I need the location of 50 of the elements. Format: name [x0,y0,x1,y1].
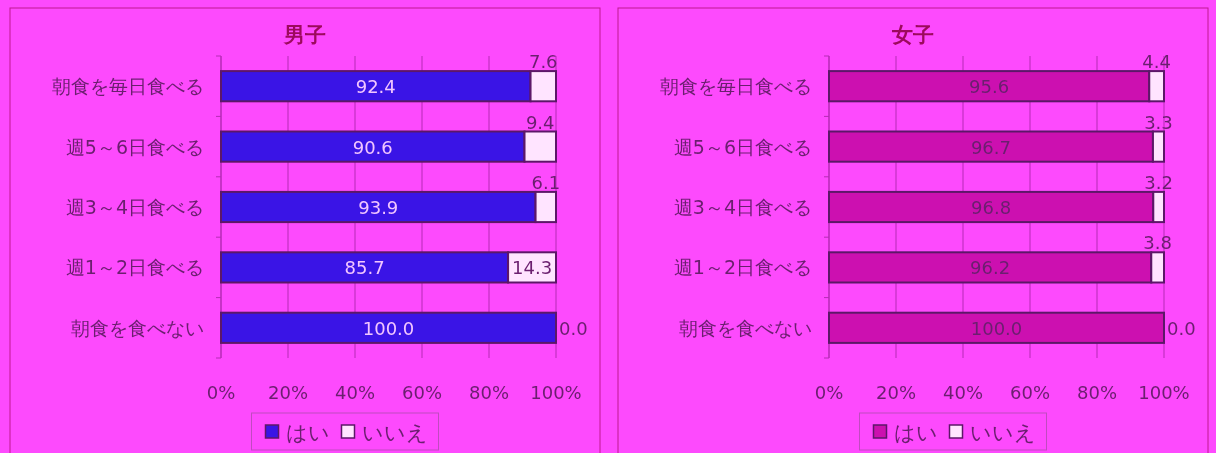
data-label: 100.0 [970,317,1023,339]
data-label: 3.3 [1144,111,1173,133]
data-label: 0.0 [559,317,588,339]
y-tick-label: 週3～4日食べる [673,196,812,218]
data-label: 7.6 [528,51,558,73]
data-label: 4.4 [1142,51,1171,73]
y-tick-label: 週5～6日食べる [673,135,812,158]
bar [828,311,1165,344]
y-tick-label: 週3～4日食べる [65,196,204,218]
y-tick-label: 朝食を食べない [71,316,204,339]
data-label: 100.0 [362,317,415,339]
legend-label: いいえ [969,421,1036,445]
data-label: 3.8 [1143,232,1172,254]
y-tick-label: 朝食を毎日食べる [660,75,812,98]
data-label: 93.9 [358,197,399,218]
x-tick-label: 40% [334,382,376,403]
legend-label: はい [893,421,938,445]
data-label: 96.8 [971,197,1012,218]
data-label: 0.0 [1167,317,1196,339]
data-label: 96.7 [970,136,1012,158]
y-tick-label: 朝食を毎日食べる [52,75,204,98]
bar [220,311,557,344]
legend-label: はい [285,421,330,445]
x-tick-label: 20% [875,382,917,403]
x-tick-label: 0% [206,382,236,403]
x-tick-label: 100% [530,382,582,403]
x-tick-label: 80% [468,382,510,403]
chart-title: 男子 [283,23,326,47]
data-label: 6.1 [531,171,561,193]
data-label: 9.4 [525,111,555,133]
y-tick-label: 朝食を食べない [679,316,812,339]
data-label: 14.3 [512,257,553,279]
chart-title: 女子 [891,23,934,47]
data-label: 3.2 [1144,171,1173,193]
data-label: 95.6 [969,76,1010,98]
x-tick-label: 20% [267,382,309,403]
x-tick-label: 80% [1076,382,1118,403]
x-tick-label: 60% [1009,382,1051,403]
x-tick-label: 0% [814,382,844,403]
y-tick-label: 週5～6日食べる [65,135,204,158]
data-label: 92.4 [355,76,396,98]
data-label: 90.6 [352,136,393,158]
x-tick-label: 60% [401,382,443,403]
x-tick-label: 40% [942,382,984,403]
y-tick-label: 週1～2日食べる [673,256,812,279]
data-label: 85.7 [344,257,385,279]
y-tick-label: 週1～2日食べる [65,256,204,279]
legend-label: いいえ [361,421,428,445]
x-tick-label: 100% [1138,382,1190,403]
data-label: 96.2 [970,257,1011,279]
